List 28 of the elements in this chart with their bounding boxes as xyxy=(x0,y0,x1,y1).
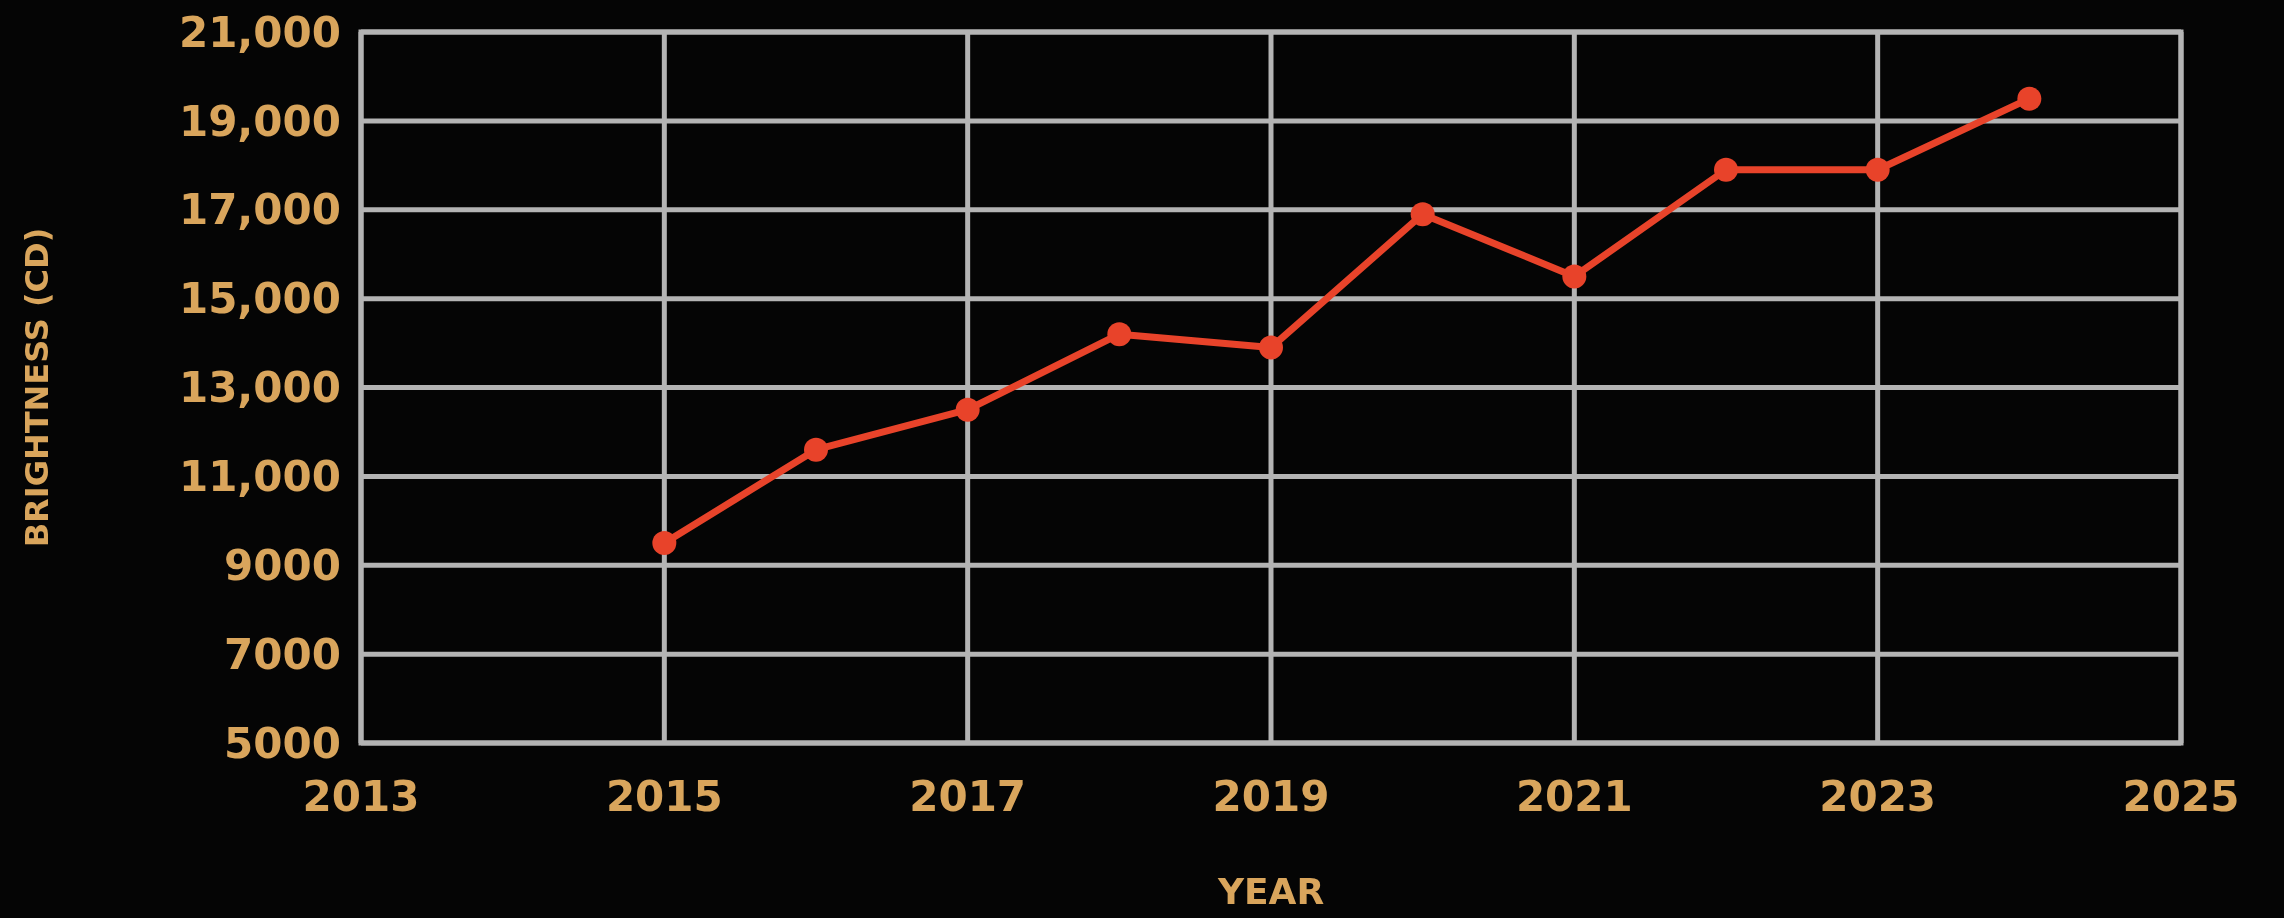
x-tick-label: 2019 xyxy=(1212,772,1330,821)
point xyxy=(1410,202,1435,227)
y-tick-label: 5000 xyxy=(224,718,341,768)
y-tick-label: 19,000 xyxy=(178,96,341,146)
point xyxy=(1562,264,1587,289)
y-tick-label: 9000 xyxy=(224,540,341,590)
x-tick-label: 2021 xyxy=(1515,772,1633,821)
point xyxy=(955,397,980,422)
point xyxy=(1714,157,1738,182)
point xyxy=(652,531,677,556)
x-tick-label: 2017 xyxy=(909,772,1027,821)
y-tick-label: 21,000 xyxy=(178,7,341,57)
point xyxy=(1259,335,1283,360)
point xyxy=(804,437,828,462)
x-tick-label: 2025 xyxy=(2122,772,2240,821)
point xyxy=(1865,157,1890,182)
x-tick-label: 2015 xyxy=(605,772,723,821)
point xyxy=(1107,322,1132,347)
y-tick-label: 11,000 xyxy=(178,452,341,502)
y-tick-label: 7000 xyxy=(224,629,341,679)
x-tick-label: 2013 xyxy=(302,772,420,821)
y-axis-title: BRIGHTNESS (CD) xyxy=(18,227,56,548)
y-tick-label: 13,000 xyxy=(178,363,341,413)
y-tick-label: 17,000 xyxy=(178,185,341,235)
x-axis-title: YEAR xyxy=(1216,871,1325,912)
x-tick-label: 2023 xyxy=(1819,772,1937,821)
point xyxy=(2017,86,2042,111)
y-tick-label: 15,000 xyxy=(178,274,341,324)
